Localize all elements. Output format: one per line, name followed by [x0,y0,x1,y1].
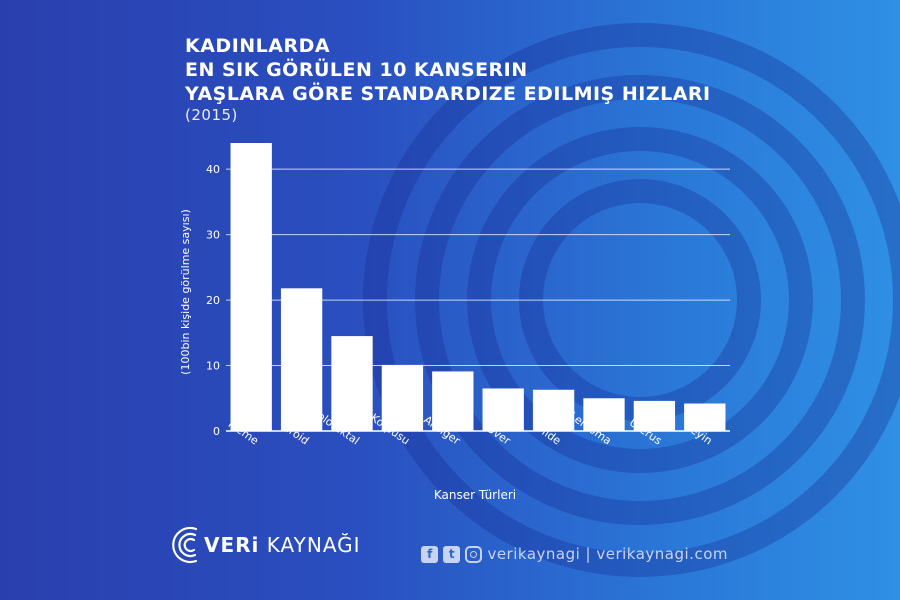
y-tick-label: 20 [206,294,220,307]
logo-arcs-icon [172,526,198,564]
bar [331,336,373,431]
y-tick-label: 10 [206,360,220,373]
facebook-icon[interactable]: f [421,545,439,563]
veri-kaynagi-logo: VERi KAYNAĞI [172,526,361,564]
social-links: f t verikaynagi | verikaynagi.com [421,545,728,563]
logo-suffix: KAYNAĞI [266,533,361,557]
logo-prefix: VERi [204,533,260,557]
title-line-3: YAŞLARA GÖRE STANDARDIZE EDILMIŞ HIZLARI [185,83,711,105]
instagram-icon[interactable] [465,545,483,563]
bar [684,403,726,431]
bar [381,364,424,431]
title-line-2: EN SIK GÖRÜLEN 10 KANSERIN [185,59,528,81]
title-line-1: KADINLARDA [185,35,331,57]
x-axis-label: Kanser Türleri [434,488,516,502]
bar [532,389,575,431]
y-axis-label: (100bin kişide görülme sayısı) [179,209,192,375]
chart-title: KADINLARDA EN SIK GÖRÜLEN 10 KANSERIN YA… [185,34,711,124]
bar [280,288,323,431]
twitter-icon[interactable]: t [443,545,461,563]
y-tick-label: 0 [213,425,220,438]
social-text[interactable]: verikaynagi | verikaynagi.com [487,545,728,563]
bar [583,398,625,431]
bar [482,388,524,431]
bar [230,143,272,431]
title-year: (2015) [185,106,238,124]
y-tick-label: 40 [206,163,220,176]
bar [432,371,474,431]
y-tick-label: 30 [206,229,220,242]
bar [633,400,676,431]
